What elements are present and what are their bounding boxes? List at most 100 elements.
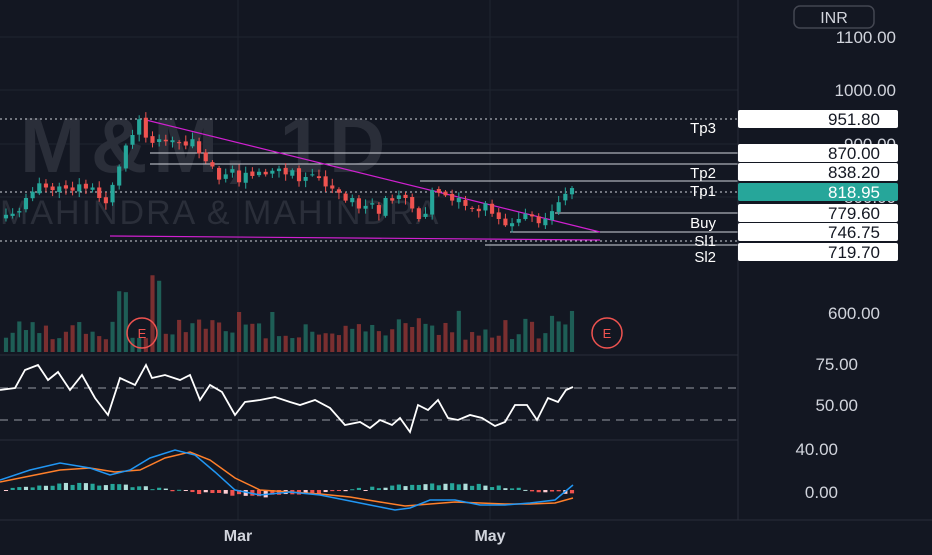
earnings-marker-label: E	[138, 326, 147, 341]
macd-histogram-bar	[376, 488, 381, 490]
volume-bar	[43, 325, 49, 352]
macd-histogram-bar	[110, 483, 115, 490]
price-level-value: 870.00	[828, 144, 880, 163]
macd-histogram-bar	[3, 490, 9, 491]
volume-bar	[230, 332, 235, 352]
candle-body	[170, 140, 175, 143]
macd-histogram-bar	[197, 490, 202, 495]
candle-body	[416, 208, 421, 219]
volume-bar	[10, 332, 15, 352]
candle-body	[250, 171, 255, 176]
earnings-marker[interactable]	[126, 317, 158, 349]
macd-histogram-bar	[10, 487, 15, 490]
macd-axis-tick: 40.00	[795, 440, 838, 459]
volume-bar	[470, 332, 475, 352]
earnings-marker[interactable]	[591, 317, 623, 349]
candle-body	[476, 208, 481, 212]
price-level-value: 719.70	[828, 243, 880, 262]
macd-histogram-bar	[456, 484, 461, 490]
volume-bar	[37, 333, 42, 352]
volume-bar	[296, 337, 302, 352]
price-level-value-box	[738, 204, 898, 222]
volume-bar	[270, 312, 275, 352]
volume-bar	[350, 328, 355, 352]
candle-body	[403, 194, 408, 198]
volume-bar	[483, 329, 488, 352]
price-axis-tick: 1100.00	[836, 28, 896, 47]
volume-bar	[310, 331, 315, 352]
candle-body	[117, 166, 122, 186]
candle-body	[183, 141, 188, 146]
price-level-lines	[0, 118, 738, 246]
trendlines	[109, 119, 601, 241]
macd-histogram-bar	[177, 489, 182, 491]
candle-body	[283, 167, 288, 175]
candle-body	[316, 176, 322, 179]
volume-bar	[356, 324, 361, 352]
volume-bar	[137, 337, 142, 352]
volume-bar	[57, 338, 62, 352]
candle-body	[230, 169, 235, 173]
macd-histogram-bar	[63, 482, 68, 490]
currency-badge[interactable]	[793, 5, 875, 29]
macd-histogram-bar	[483, 485, 488, 490]
macd-histogram-bar	[496, 485, 501, 490]
price-level-value-box	[738, 243, 898, 261]
candle-body	[503, 218, 508, 226]
candle-body	[523, 213, 528, 220]
candle-body	[423, 213, 428, 217]
volume-bar	[83, 333, 88, 352]
candle-body	[197, 141, 202, 154]
volume-bar	[336, 335, 342, 352]
volume-bar	[416, 318, 421, 352]
macd-histogram-bar	[416, 484, 421, 490]
macd-histogram-bar	[157, 487, 162, 490]
volume-bar	[117, 291, 122, 352]
candle-body	[77, 184, 82, 192]
candle-body	[123, 145, 128, 169]
macd-histogram-bar	[223, 490, 228, 494]
volume-bar	[217, 322, 222, 352]
macd-histogram-bar	[270, 490, 275, 495]
volume-bar	[50, 339, 55, 352]
volume-bar	[436, 334, 441, 352]
volume-bar	[363, 331, 368, 352]
macd-histogram-bar	[123, 484, 128, 490]
candle-body	[236, 170, 242, 183]
macd-histogram-bar	[436, 485, 441, 490]
macd-histogram-bar	[143, 486, 148, 490]
macd-histogram-bar	[17, 487, 22, 490]
macd-histogram-bar	[403, 486, 408, 490]
volume-bar	[3, 337, 9, 352]
candle-body	[37, 183, 42, 194]
candle-body	[130, 135, 135, 145]
rsi-axis-tick: 50.00	[815, 396, 858, 415]
macd-histogram-bar	[43, 485, 49, 490]
candle-body	[296, 168, 302, 182]
macd-histogram-bar	[190, 490, 195, 493]
volume-bar	[556, 321, 561, 352]
volume-bar	[30, 322, 35, 352]
macd-histogram-bar	[370, 486, 375, 490]
volume-bar	[529, 321, 535, 352]
macd-histogram-bar	[236, 490, 242, 495]
candle-body	[263, 171, 268, 175]
candle-body	[536, 216, 541, 224]
candle-body	[150, 136, 155, 143]
candle-body	[483, 203, 488, 211]
candle-body	[203, 152, 208, 162]
volume-bar	[410, 326, 415, 352]
volume-bar	[190, 323, 195, 352]
volume-bar	[523, 318, 528, 352]
candle-body	[157, 139, 162, 143]
candle-body	[3, 214, 9, 219]
candle-body	[310, 174, 315, 176]
candle-body	[17, 211, 22, 213]
macd-histogram-bar	[536, 490, 541, 493]
volume-bar	[549, 315, 555, 352]
candle-body	[177, 142, 182, 144]
time-axis-label: Mar	[224, 528, 252, 545]
macd-histogram-bar	[523, 489, 528, 491]
macd-histogram-bar	[90, 483, 95, 490]
